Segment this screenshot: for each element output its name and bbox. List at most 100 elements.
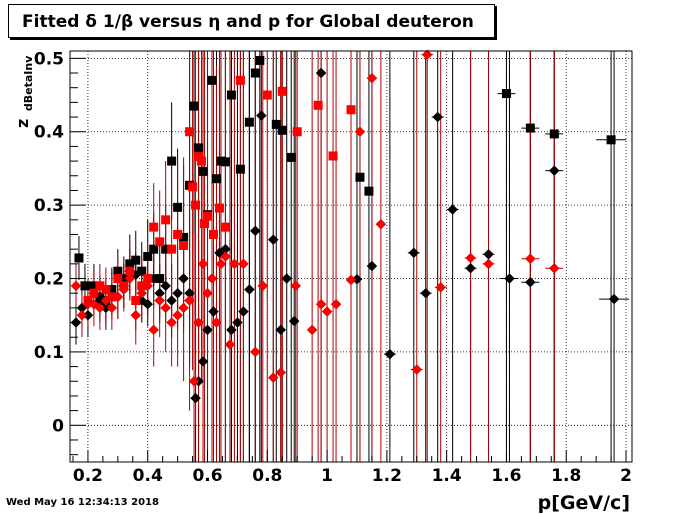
data-point-diamond xyxy=(70,280,82,292)
data-point-diamond xyxy=(166,295,177,306)
data-point-diamond xyxy=(197,258,209,270)
data-point-square xyxy=(346,105,356,115)
data-point-diamond xyxy=(160,280,172,292)
data-point-diamond xyxy=(408,247,420,259)
data-point-diamond xyxy=(432,111,444,123)
data-point-square xyxy=(125,266,135,276)
data-point-square xyxy=(211,174,221,184)
data-point-diamond xyxy=(232,317,243,328)
data-point-square xyxy=(179,232,189,242)
data-point-square xyxy=(200,218,210,228)
data-point-square xyxy=(208,229,218,239)
data-point-diamond xyxy=(124,273,136,284)
data-point-square xyxy=(198,166,208,176)
data-point-square xyxy=(355,172,365,182)
x-tick-label: 1.8 xyxy=(551,466,581,486)
data-point-diamond xyxy=(483,258,494,270)
data-point-diamond xyxy=(76,309,88,321)
data-point-diamond xyxy=(465,252,476,264)
y-tick-labels: 0 0.1 0.2 0.3 0.4 0.5 xyxy=(34,49,64,436)
y-axis-label-main: z xyxy=(13,119,32,128)
data-point-square xyxy=(167,156,177,166)
data-point-square xyxy=(131,296,141,306)
data-point-diamond xyxy=(106,302,118,314)
data-point-diamond xyxy=(166,317,177,328)
data-point-square xyxy=(161,244,171,254)
data-point-square xyxy=(277,86,287,96)
data-point-diamond xyxy=(238,306,249,317)
data-point-square xyxy=(137,281,147,291)
data-point-square xyxy=(179,240,189,250)
x-tick-label: 1 xyxy=(321,466,333,486)
data-point-square xyxy=(244,117,254,127)
x-tick-label: 0.4 xyxy=(133,466,163,486)
data-point-diamond xyxy=(275,324,287,336)
data-point-diamond xyxy=(548,262,560,274)
data-point-diamond xyxy=(354,126,366,138)
data-point-diamond xyxy=(321,306,333,317)
data-point-diamond xyxy=(202,287,213,299)
data-point-diamond xyxy=(178,273,189,284)
x-tick-labels: 0.2 0.4 0.6 0.8 1 1.2 1.4 1.6 1.8 2 xyxy=(73,466,632,486)
data-point-square xyxy=(214,203,224,213)
data-point-diamond xyxy=(172,287,183,299)
chart-title: Fitted δ 1/β versus η and p for Global d… xyxy=(22,12,474,32)
data-point-square xyxy=(149,222,159,232)
data-point-diamond xyxy=(366,72,378,84)
data-point-square xyxy=(220,157,230,167)
x-tick-label: 1.2 xyxy=(372,466,402,486)
y-tick-label: 0 xyxy=(52,416,64,436)
y-axis-label-group: z dBetaInv xyxy=(13,55,35,128)
data-point-diamond xyxy=(224,339,236,350)
data-point-diamond xyxy=(267,234,279,245)
data-point-diamond xyxy=(366,260,378,272)
chart-title-box: Fitted δ 1/β versus η and p for Global d… xyxy=(8,4,495,38)
data-point-diamond xyxy=(172,309,183,321)
data-point-diamond xyxy=(142,298,154,310)
data-point-diamond xyxy=(384,348,396,360)
data-point-diamond xyxy=(215,258,227,270)
data-point-diamond xyxy=(160,302,172,314)
data-point-diamond xyxy=(220,251,231,262)
data-point-square xyxy=(155,274,165,284)
data-point-diamond xyxy=(244,284,255,295)
data-point-diamond xyxy=(208,306,219,317)
data-point-diamond xyxy=(504,273,515,284)
data-point-diamond xyxy=(136,287,148,299)
data-markers xyxy=(70,49,620,404)
x-tick-label: 0.2 xyxy=(73,466,103,486)
data-point-square xyxy=(143,274,153,284)
data-point-square xyxy=(235,75,245,85)
y-tick-label: 0.3 xyxy=(34,196,64,216)
y-axis-label: z dBetaInv xyxy=(13,55,35,128)
data-point-diamond xyxy=(211,317,222,328)
data-point-diamond xyxy=(281,273,293,284)
data-point-diamond xyxy=(188,375,200,387)
data-point-square xyxy=(74,253,84,263)
data-point-square xyxy=(173,202,183,212)
y-axis-label-sub: dBetaInv xyxy=(22,55,35,111)
x-axis-label: p[GeV/c] xyxy=(538,492,630,514)
data-point-square xyxy=(501,89,511,99)
y-tick-label: 0.2 xyxy=(34,270,64,290)
data-point-diamond xyxy=(375,218,387,230)
data-point-diamond xyxy=(420,287,432,299)
data-point-diamond xyxy=(290,280,302,292)
axis-ticks xyxy=(70,57,627,462)
y-tick-label: 0.5 xyxy=(34,49,64,69)
data-point-square xyxy=(125,259,135,269)
data-point-square xyxy=(191,200,201,210)
data-point-diamond xyxy=(249,346,261,358)
data-point-square xyxy=(143,252,153,261)
data-point-square xyxy=(167,244,177,254)
data-point-diamond xyxy=(178,302,189,314)
data-point-diamond xyxy=(315,298,327,310)
data-point-square xyxy=(95,281,105,291)
data-point-diamond xyxy=(275,367,287,378)
data-point-square xyxy=(188,182,198,192)
data-point-diamond xyxy=(257,280,269,292)
data-point-square xyxy=(271,119,281,129)
data-point-square xyxy=(277,125,287,135)
data-point-diamond xyxy=(202,324,213,336)
